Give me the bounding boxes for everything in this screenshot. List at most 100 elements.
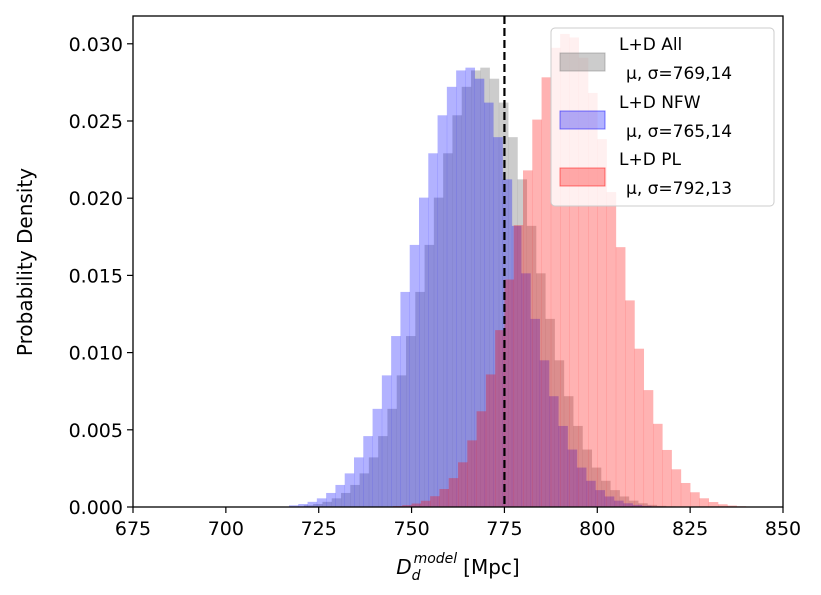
bar-all: [526, 225, 537, 507]
bar-pl: [541, 77, 552, 507]
bar-all: [424, 244, 435, 507]
bar-all: [517, 179, 528, 507]
bar-pl: [699, 498, 710, 507]
bar-nfw: [530, 318, 541, 507]
x-axis-label-symbol: D: [396, 555, 411, 579]
legend-swatch-all: [559, 52, 606, 72]
bar-nfw: [419, 197, 429, 507]
bar-pl: [495, 330, 505, 507]
x-axis-label-unit: [Mpc]: [463, 555, 520, 579]
bar-pl: [634, 348, 645, 507]
bar-pl: [690, 492, 700, 507]
x-tick-label: 725: [301, 518, 337, 540]
y-axis-label: Probability Density: [13, 168, 37, 356]
bar-all: [433, 197, 444, 507]
y-tick-label: 0.015: [69, 265, 123, 287]
bar-all: [406, 336, 416, 507]
bar-all: [554, 360, 565, 507]
x-tick-label: 700: [208, 518, 244, 540]
histogram-nfw: [289, 67, 661, 508]
histogram-bars: [289, 33, 747, 508]
bar-nfw: [307, 501, 318, 507]
bar-pl: [485, 374, 496, 507]
bar-nfw: [344, 473, 355, 507]
plot-frame: [132, 15, 784, 508]
bar-nfw: [316, 498, 327, 507]
x-axis-label-subscript: d: [412, 568, 421, 584]
bar-all: [443, 153, 453, 507]
bar-all: [573, 425, 583, 507]
bar-nfw: [539, 360, 550, 507]
histogram-all: [303, 67, 685, 508]
y-tick-label: 0.000: [69, 497, 123, 519]
bar-pl: [458, 462, 468, 507]
bar-nfw: [521, 273, 531, 507]
bar-pl: [597, 139, 607, 507]
bar-nfw: [586, 480, 596, 507]
bar-nfw: [372, 408, 383, 507]
bar-pl: [402, 505, 412, 507]
bar-all: [508, 137, 518, 507]
bar-all: [489, 78, 500, 507]
bar-pl: [550, 47, 561, 508]
bar-pl: [662, 449, 672, 507]
bar-nfw: [437, 115, 448, 508]
bar-pl: [643, 390, 654, 507]
bar-pl: [467, 440, 477, 507]
bar-all: [545, 318, 555, 507]
bar-nfw: [289, 505, 299, 507]
y-tick-label: 0.010: [69, 343, 123, 365]
bar-nfw: [465, 67, 476, 507]
bar-nfw: [298, 504, 308, 507]
x-tick-label: 825: [672, 518, 708, 540]
bar-all: [368, 457, 379, 507]
bar-all: [350, 484, 360, 507]
bar-nfw: [456, 70, 466, 508]
x-tick-label: 675: [115, 518, 151, 540]
bar-nfw: [632, 504, 643, 507]
bar-pl: [625, 300, 635, 507]
legend-label-nfw: L+D NFW: [619, 93, 701, 113]
bar-pl: [420, 500, 431, 507]
bar-nfw: [484, 102, 494, 507]
bar-all: [313, 504, 323, 507]
bar-pl: [653, 423, 663, 507]
bar-all: [387, 408, 398, 507]
bar-pl: [439, 489, 450, 507]
bar-all: [610, 490, 620, 507]
y-tick-label: 0.020: [69, 188, 123, 210]
bar-all: [582, 449, 593, 507]
bar-pl: [671, 469, 682, 507]
bar-pl: [513, 225, 524, 507]
bar-pl: [718, 504, 728, 507]
bar-pl: [569, 37, 580, 507]
bar-nfw: [502, 179, 513, 507]
bar-all: [396, 375, 407, 507]
bar-pl: [476, 411, 487, 507]
bar-nfw: [595, 490, 606, 507]
bar-nfw: [511, 225, 522, 507]
legend-box: [550, 27, 775, 207]
bar-all: [461, 86, 472, 507]
y-tick-label: 0.025: [69, 111, 123, 133]
bar-pl: [615, 247, 626, 507]
bar-pl: [606, 192, 617, 508]
bar-all: [591, 467, 602, 507]
bar-nfw: [614, 500, 624, 507]
bar-pl: [588, 92, 598, 507]
x-tick-label: 800: [579, 518, 615, 540]
bar-all: [359, 473, 370, 507]
y-tick-label: 0.030: [69, 34, 123, 56]
x-axis-label-superscript: model: [414, 551, 458, 567]
bar-all: [303, 505, 314, 507]
bar-all: [415, 291, 425, 507]
bar-nfw: [381, 375, 392, 507]
bar-nfw: [363, 436, 373, 507]
bar-nfw: [335, 484, 346, 507]
x-axis-label: Ddmodel [Mpc]: [396, 551, 519, 584]
bar-pl: [411, 503, 422, 507]
bar-pl: [560, 33, 570, 507]
bar-nfw: [549, 396, 559, 507]
bar-all: [638, 503, 648, 507]
x-tick-label: 775: [486, 518, 522, 540]
